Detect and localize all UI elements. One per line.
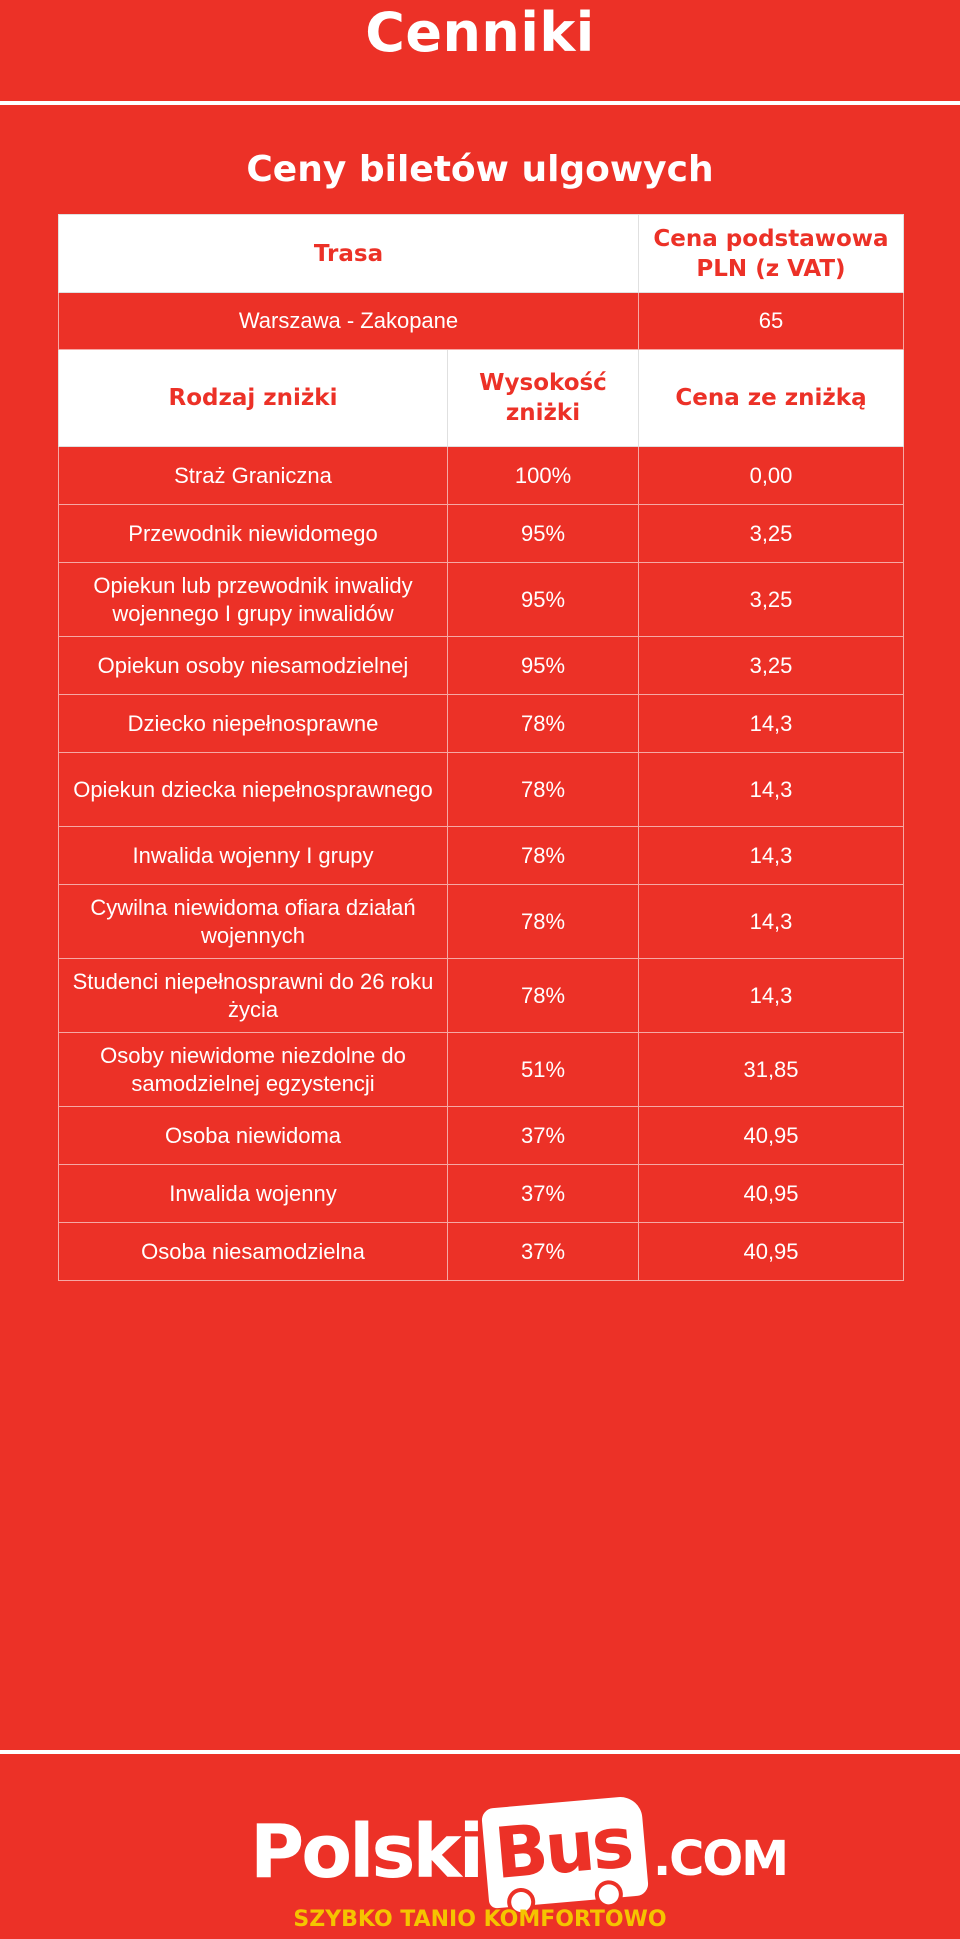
table-row: Osoby niewidome niezdolne do samodzielne…: [58, 1032, 904, 1107]
discounted-price-cell: 3,25: [638, 636, 904, 695]
discounted-price-cell: 0,00: [638, 446, 904, 505]
route-header: Trasa: [58, 214, 639, 293]
discounted-price-cell: 14,3: [638, 884, 904, 959]
route-name: Warszawa - Zakopane: [58, 292, 639, 350]
price-table: Trasa Cena podstawowa PLN (z VAT) Warsza…: [58, 214, 904, 1281]
base-price-header: Cena podstawowa PLN (z VAT): [638, 214, 904, 293]
table-row: Opiekun dziecka niepełnosprawnego 78% 14,3: [58, 752, 904, 827]
discount-amount-cell: 95%: [447, 504, 639, 563]
discounted-price-cell: 14,3: [638, 958, 904, 1033]
discount-amount-cell: 51%: [447, 1032, 639, 1107]
discount-amount-cell: 37%: [447, 1106, 639, 1165]
discount-amount-cell: 78%: [447, 884, 639, 959]
bus-icon: Bus: [481, 1795, 649, 1918]
page-title: Cenniki: [365, 1, 595, 64]
table-row: Przewodnik niewidomego 95% 3,25: [58, 504, 904, 563]
discount-amount-cell: 78%: [447, 958, 639, 1033]
discount-amount-cell: 78%: [447, 826, 639, 885]
bottom-divider: [0, 1750, 960, 1754]
discount-type-cell: Przewodnik niewidomego: [58, 504, 448, 563]
discount-type-cell: Opiekun dziecka niepełnosprawnego: [58, 752, 448, 827]
discounted-price-cell: 31,85: [638, 1032, 904, 1107]
table-row: Studenci niepełnosprawni do 26 roku życi…: [58, 958, 904, 1033]
discounted-price-cell: 14,3: [638, 694, 904, 753]
discount-type-cell: Dziecko niepełnosprawne: [58, 694, 448, 753]
discounted-price-cell: 3,25: [638, 504, 904, 563]
polskibus-logo: Polski Bus .COM: [250, 1795, 789, 1918]
logo-text-polski: Polski: [250, 1809, 484, 1895]
table-row: Osoba niesamodzielna 37% 40,95: [58, 1222, 904, 1281]
discount-amount-cell: 37%: [447, 1222, 639, 1281]
discount-amount-cell: 37%: [447, 1164, 639, 1223]
table-row: Inwalida wojenny I grupy 78% 14,3: [58, 826, 904, 885]
discount-type-cell: Osoby niewidome niezdolne do samodzielne…: [58, 1032, 448, 1107]
table-row: Inwalida wojenny 37% 40,95: [58, 1164, 904, 1223]
base-price: 65: [638, 292, 904, 350]
discounted-price-cell: 40,95: [638, 1164, 904, 1223]
table-row: Dziecko niepełnosprawne 78% 14,3: [58, 694, 904, 753]
discount-amount-header: Wysokość zniżki: [447, 349, 639, 447]
discount-amount-cell: 95%: [447, 636, 639, 695]
discount-amount-cell: 100%: [447, 446, 639, 505]
discount-type-cell: Studenci niepełnosprawni do 26 roku życi…: [58, 958, 448, 1033]
discounted-price-cell: 40,95: [638, 1222, 904, 1281]
discount-type-cell: Opiekun osoby niesamodzielnej: [58, 636, 448, 695]
discount-type-header: Rodzaj zniżki: [58, 349, 448, 447]
table-row: Osoba niewidoma 37% 40,95: [58, 1106, 904, 1165]
discount-header-row: Rodzaj zniżki Wysokość zniżki Cena ze zn…: [58, 349, 904, 447]
discount-amount-cell: 78%: [447, 694, 639, 753]
route-row: Warszawa - Zakopane 65: [58, 292, 904, 350]
table-row: Opiekun lub przewodnik inwalidy wojenneg…: [58, 562, 904, 637]
slogan: SZYBKO TANIO KOMFORTOWO: [293, 1907, 667, 1932]
table-row: Cywilna niewidoma ofiara działań wojenny…: [58, 884, 904, 959]
discount-type-cell: Cywilna niewidoma ofiara działań wojenny…: [58, 884, 448, 959]
discount-type-cell: Inwalida wojenny: [58, 1164, 448, 1223]
discounted-price-cell: 40,95: [638, 1106, 904, 1165]
footer: Polski Bus .COM SZYBKO TANIO KOMFORTOWO: [0, 1795, 960, 1939]
discount-type-cell: Straż Graniczna: [58, 446, 448, 505]
discounted-price-cell: 3,25: [638, 562, 904, 637]
discount-type-cell: Osoba niewidoma: [58, 1106, 448, 1165]
discount-type-cell: Opiekun lub przewodnik inwalidy wojenneg…: [58, 562, 448, 637]
discounted-price-cell: 14,3: [638, 826, 904, 885]
table-row: Opiekun osoby niesamodzielnej 95% 3,25: [58, 636, 904, 695]
table-row: Straż Graniczna 100% 0,00: [58, 446, 904, 505]
discounted-price-cell: 14,3: [638, 752, 904, 827]
discount-type-cell: Osoba niesamodzielna: [58, 1222, 448, 1281]
table-title: Ceny biletów ulgowych: [246, 149, 714, 190]
top-divider: [0, 101, 960, 105]
discounted-price-header: Cena ze zniżką: [638, 349, 904, 447]
discount-type-cell: Inwalida wojenny I grupy: [58, 826, 448, 885]
route-header-row: Trasa Cena podstawowa PLN (z VAT): [58, 214, 904, 293]
discount-amount-cell: 95%: [447, 562, 639, 637]
discount-amount-cell: 78%: [447, 752, 639, 827]
logo-text-com: .COM: [652, 1831, 789, 1887]
